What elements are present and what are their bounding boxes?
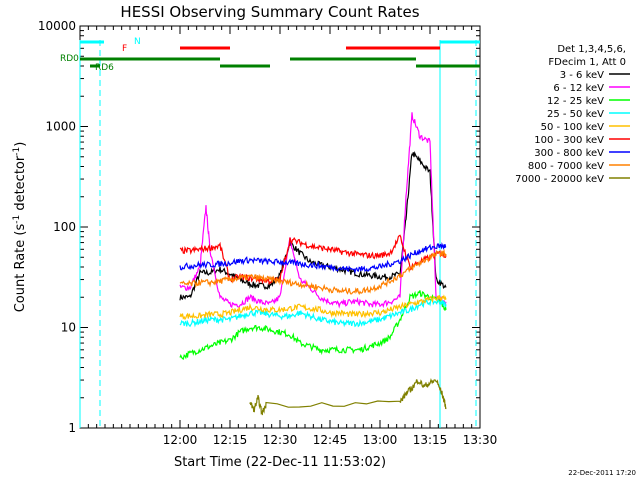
legend-entry-label: 300 - 800 keV xyxy=(534,148,604,159)
series-line xyxy=(179,112,447,309)
y-axis-label-sup2: -1 xyxy=(12,147,22,156)
y-axis-label-end: ) xyxy=(13,142,28,147)
state-bar-label: F xyxy=(122,44,127,54)
y-tick-label: 10000 xyxy=(38,19,76,33)
vertical-marker-lines xyxy=(79,40,477,428)
legend-entry-label: 25 - 50 keV xyxy=(547,109,604,120)
series-line xyxy=(179,294,447,321)
legend-entry-label: 12 - 25 keV xyxy=(547,96,604,107)
series-lines xyxy=(179,112,447,416)
axis-ticks: 12:00 12:15 12:30 12:45 13:00 13:15 13:30 1 10 10… xyxy=(38,19,497,447)
y-axis-label: Count Rate (s-1 detector-1) xyxy=(12,142,28,313)
y-tick-label: 10 xyxy=(61,321,76,335)
legend-header: Det 1,3,4,5,6, xyxy=(557,44,626,55)
x-tick-label: 13:15 xyxy=(413,433,448,447)
footer-timestamp: 22-Dec-2011 17:20 xyxy=(568,469,636,477)
legend-entry-label: 3 - 6 keV xyxy=(560,70,604,81)
x-tick-label: 12:15 xyxy=(213,433,248,447)
legend: Det 1,3,4,5,6, FDecim 1, Att 0 3 - 6 keV 6 … xyxy=(515,44,630,185)
chart-title: HESSI Observing Summary Count Rates xyxy=(120,3,419,21)
state-bars: NF RD0 RD6 xyxy=(60,37,480,73)
state-bar-label: N xyxy=(134,37,141,47)
x-tick-label: 12:45 xyxy=(313,433,348,447)
y-axis-label-main: Count Rate (s xyxy=(13,224,28,313)
y-tick-label: 1 xyxy=(68,421,76,435)
legend-entry-label: 800 - 7000 keV xyxy=(528,161,604,172)
series-line xyxy=(179,150,447,301)
y-axis-label-mid: detector xyxy=(13,155,28,215)
series-line xyxy=(249,377,447,416)
x-axis-label: Start Time (22-Dec-11 11:53:02) xyxy=(174,455,386,470)
series-line xyxy=(179,290,447,360)
legend-header: FDecim 1, Att 0 xyxy=(548,57,626,68)
x-tick-label: 12:00 xyxy=(163,433,198,447)
y-tick-label: 1000 xyxy=(45,120,76,134)
x-tick-label: 13:30 xyxy=(463,433,498,447)
series-line xyxy=(179,241,447,275)
legend-entry-label: 100 - 300 keV xyxy=(534,135,604,146)
state-bar-label: RD0 xyxy=(60,54,79,64)
series-line xyxy=(179,234,447,286)
x-tick-label: 12:30 xyxy=(263,433,298,447)
y-tick-label: 100 xyxy=(53,220,76,234)
state-bar-label: RD6 xyxy=(95,63,114,73)
x-tick-label: 13:00 xyxy=(363,433,398,447)
legend-entry-label: 50 - 100 keV xyxy=(541,122,605,133)
legend-entry-label: 6 - 12 keV xyxy=(553,83,604,94)
series-line xyxy=(179,298,447,328)
plot-frame xyxy=(79,25,481,429)
legend-entry-label: 7000 - 20000 keV xyxy=(515,174,604,185)
y-axis-label-sup1: -1 xyxy=(12,215,22,224)
series-line xyxy=(179,248,447,296)
